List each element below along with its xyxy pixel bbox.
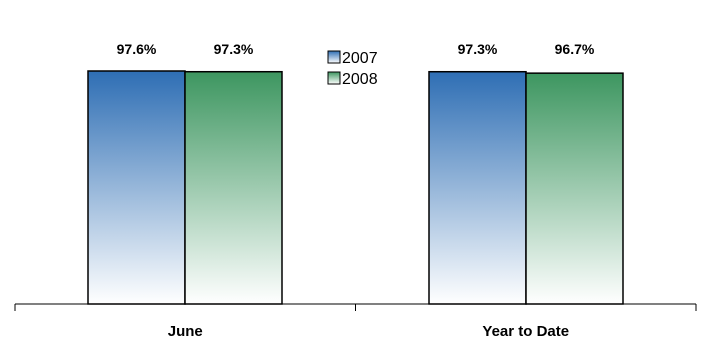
legend-swatch-2008 <box>327 71 341 85</box>
data-label-year-to-date-2007: 97.3% <box>458 41 498 57</box>
bar-year-to-date-2007 <box>428 70 527 305</box>
legend-label-2008: 2008 <box>342 71 378 88</box>
bar-year-to-date-2008 <box>525 72 624 305</box>
legend-swatch-2007 <box>327 50 341 64</box>
category-axis: June Year to Date <box>14 303 697 340</box>
data-label-june-2007: 97.6% <box>117 41 157 57</box>
data-label-june-2008: 97.3% <box>214 41 254 57</box>
data-label-year-to-date-2008: 96.7% <box>555 41 595 57</box>
bar-june-2008 <box>184 70 283 305</box>
legend: 2007 2008 <box>327 50 378 88</box>
plot-area: 97.6% 97.3% 97.3% 96.7% <box>87 41 624 305</box>
legend-label-2007: 2007 <box>342 50 378 67</box>
category-label-june: June <box>168 323 203 340</box>
bar-june-2007 <box>87 70 186 305</box>
category-label-year-to-date: Year to Date <box>482 323 569 340</box>
